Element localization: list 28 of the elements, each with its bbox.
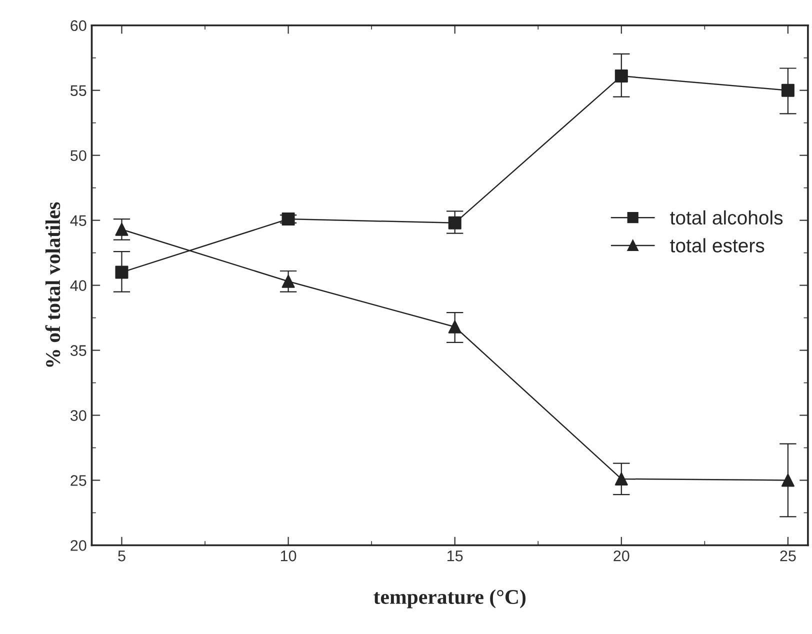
- point: [282, 212, 295, 226]
- point: [115, 222, 128, 236]
- x-tick-label: 15: [448, 550, 463, 562]
- x-tick-label: 10: [280, 550, 296, 562]
- y-tick-label: 55: [70, 85, 86, 96]
- y-tick-label: 25: [70, 475, 86, 486]
- point: [781, 474, 794, 487]
- legend-label: total alcohols: [670, 210, 783, 225]
- x-tick-label: 20: [614, 550, 630, 562]
- y-tick-label: 35: [70, 345, 86, 356]
- y-tick-label: 30: [70, 410, 86, 421]
- x-tick-label: 25: [780, 550, 796, 562]
- y-tick-label: 45: [70, 215, 86, 226]
- point: [282, 274, 295, 288]
- point: [614, 472, 628, 486]
- y-tick-label: 60: [70, 20, 86, 32]
- y-tick-label: 40: [70, 280, 86, 291]
- point: [781, 84, 794, 97]
- point: [448, 216, 462, 230]
- x-axis-title: temperature (°C): [374, 589, 526, 608]
- legend-label: total esters: [670, 238, 764, 252]
- y-tick-label: 50: [70, 150, 86, 162]
- point: [614, 70, 628, 83]
- point: [115, 266, 128, 279]
- x-tick-label: 5: [118, 550, 126, 562]
- y-tick-label: 20: [70, 540, 86, 551]
- y-axis-title: % of total volatiles: [45, 202, 60, 367]
- point: [448, 320, 462, 334]
